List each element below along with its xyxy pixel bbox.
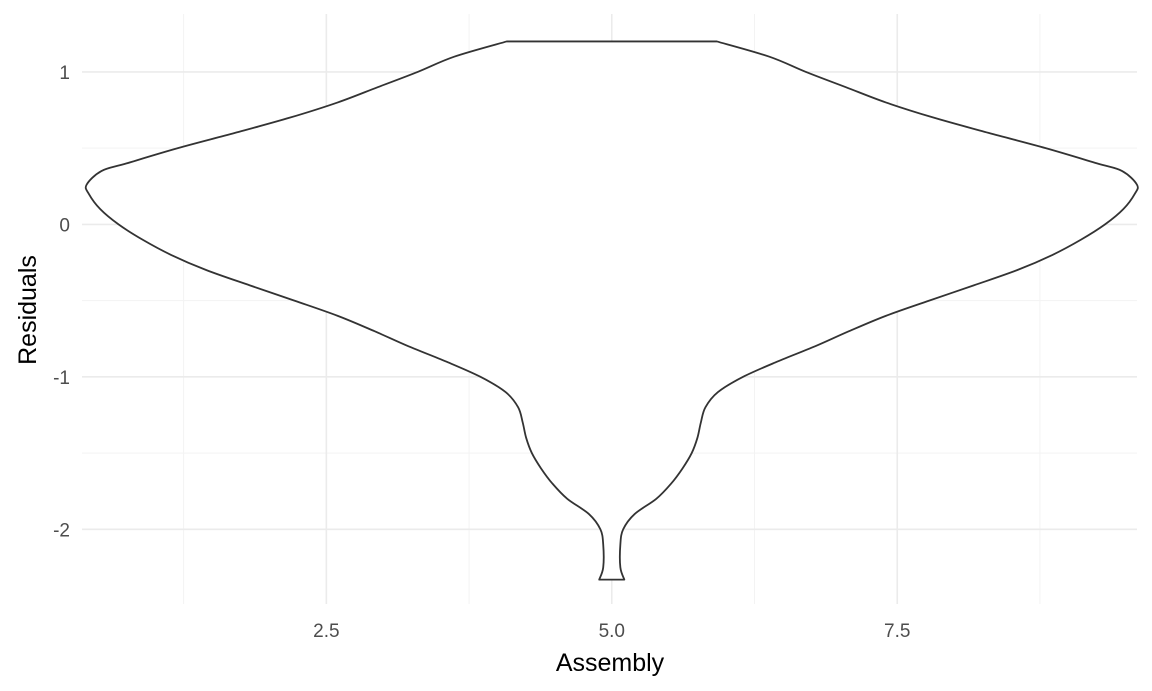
x-tick-label: 5.0 [599, 621, 625, 642]
y-tick-label: -2 [53, 520, 70, 541]
y-tick-label: 1 [59, 63, 70, 84]
y-axis-title: Residuals [14, 255, 42, 365]
y-tick-label: 0 [59, 215, 70, 236]
y-tick-label: -1 [53, 368, 70, 389]
violin-shape [84, 40, 1139, 581]
x-axis-tick-labels: 2.5 5.0 7.5 [313, 621, 910, 642]
x-tick-label: 2.5 [313, 621, 339, 642]
y-axis-tick-labels: 1 0 -1 -2 [53, 63, 70, 541]
x-axis-title: Assembly [556, 649, 665, 677]
x-tick-label: 7.5 [884, 621, 910, 642]
violin-layer [84, 40, 1139, 581]
